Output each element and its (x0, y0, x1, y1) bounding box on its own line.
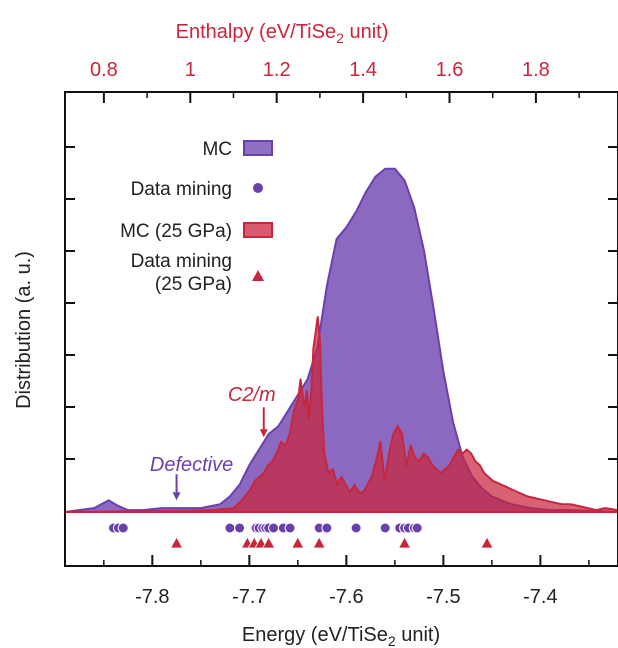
bottom-tick-label: -7.8 (135, 586, 169, 608)
legend-label: Data mining (131, 179, 232, 200)
data-mining-point (234, 522, 246, 534)
marker-layer (108, 522, 494, 549)
data-mining-point (224, 522, 236, 534)
bottom-tick-label: -7.5 (426, 586, 460, 608)
x-axis-label-top-text: Enthalpy (eV/TiSe (176, 21, 336, 43)
data-mining-point (411, 522, 423, 534)
annotation-defective: Defective (150, 454, 233, 476)
x-axis-label-bottom-sub: 2 (388, 633, 396, 648)
x-axis-label-top: Enthalpy (eV/TiSe2 unit) (176, 21, 389, 46)
data-mining-point (284, 522, 296, 534)
x-axis-label-top-tail: unit) (344, 21, 388, 43)
data-mining-point (350, 522, 362, 534)
annotation-arrowhead (259, 429, 268, 438)
legend-label: MC (202, 139, 232, 160)
top-tick-layer: 0.8 1 1.2 1.4 1.6 1.8 (90, 59, 580, 103)
legend-marker-circle (253, 183, 263, 193)
legend-label-line: MC (25 GPa) (120, 221, 232, 242)
bottom-tick-label: -7.7 (232, 586, 266, 608)
data-mining-point (268, 522, 280, 534)
bottom-tick-layer: -7.8 -7.7 -7.6 -7.5 -7.4 (103, 555, 590, 608)
bottom-tick-label: -7.6 (329, 586, 363, 608)
top-tick-label: 1.2 (263, 59, 291, 81)
data-mining-25gpa-point (312, 536, 326, 549)
annotation-layer: Defective C2/m (150, 384, 276, 501)
data-mining-25gpa-point (262, 536, 276, 549)
x-axis-label-bottom: Energy (eV/TiSe2 unit) (242, 624, 440, 648)
top-tick-label: 1.4 (349, 59, 377, 81)
top-tick-label: 1.8 (522, 59, 550, 81)
top-tick-label: 1 (185, 59, 196, 81)
bottom-tick-label: -7.4 (523, 586, 557, 608)
legend-label-line: Data mining (131, 251, 232, 272)
plot-frame (64, 91, 618, 567)
y-axis-label: Distribution (a. u.) (13, 251, 35, 409)
x-axis-label-bottom-text: Energy (eV/TiSe (242, 624, 388, 646)
legend-marker-triangle (252, 270, 264, 281)
x-axis-label-top-sub: 2 (336, 30, 344, 46)
data-mining-point (117, 522, 129, 534)
top-tick-label: 0.8 (90, 59, 118, 81)
data-mining-25gpa-point (169, 536, 184, 549)
annotation-arrowhead (172, 492, 181, 501)
legend-swatch (243, 140, 273, 156)
series-area-mc-25gpa (64, 316, 618, 513)
data-mining-point (379, 522, 391, 534)
data-mining-point (321, 522, 333, 534)
data-mining-25gpa-point (480, 536, 494, 549)
legend-label-line: Data mining (131, 179, 232, 200)
legend-swatch (243, 222, 273, 238)
series-layer (64, 167, 618, 513)
data-mining-25gpa-point (291, 536, 305, 549)
y-tick-layer (65, 146, 618, 460)
legend-label-line: MC (202, 139, 232, 160)
annotation-c2m: C2/m (228, 384, 276, 406)
legend-label: MC (25 GPa) (120, 221, 232, 242)
top-tick-label: 1.6 (436, 59, 464, 81)
legend-label: Data mining (25 GPa) (131, 251, 232, 295)
legend-label-line: (25 GPa) (155, 274, 232, 295)
x-axis-label-bottom-tail: unit) (396, 624, 440, 646)
data-mining-25gpa-point (397, 536, 412, 549)
